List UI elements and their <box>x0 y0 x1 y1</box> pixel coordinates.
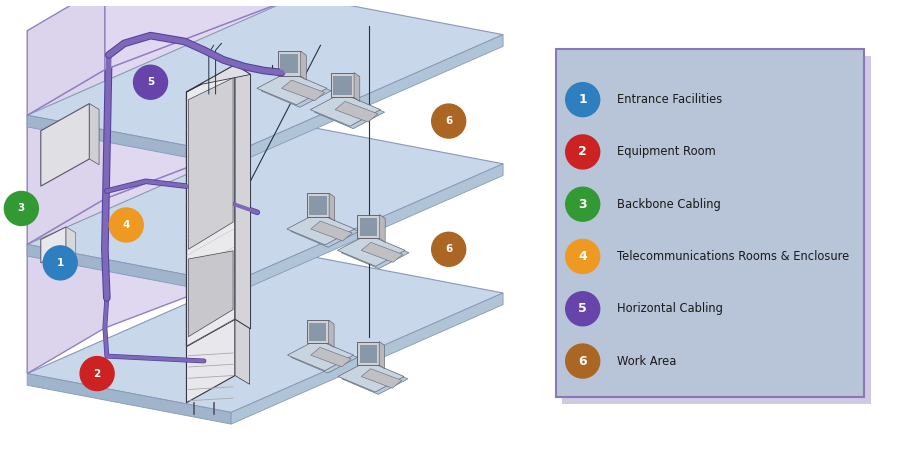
Polygon shape <box>186 65 235 346</box>
Text: 3: 3 <box>18 203 25 213</box>
Polygon shape <box>310 347 351 367</box>
Circle shape <box>432 104 465 138</box>
Polygon shape <box>231 35 503 166</box>
Polygon shape <box>354 72 360 101</box>
Polygon shape <box>27 0 503 154</box>
Polygon shape <box>27 125 503 283</box>
Polygon shape <box>361 369 401 388</box>
Polygon shape <box>27 70 105 244</box>
Polygon shape <box>361 243 402 262</box>
Text: Entrance Facilities: Entrance Facilities <box>616 93 722 106</box>
Circle shape <box>566 292 599 326</box>
Polygon shape <box>27 244 231 295</box>
Text: 3: 3 <box>579 198 587 211</box>
Polygon shape <box>27 374 231 424</box>
Text: 4: 4 <box>579 250 587 263</box>
Circle shape <box>43 246 77 280</box>
Text: Telecommunications Rooms & Enclosure: Telecommunications Rooms & Enclosure <box>616 250 849 263</box>
Circle shape <box>566 344 599 378</box>
Polygon shape <box>287 340 354 371</box>
Polygon shape <box>231 164 503 295</box>
Polygon shape <box>310 323 327 341</box>
Polygon shape <box>310 93 381 126</box>
Text: 4: 4 <box>122 220 130 230</box>
Polygon shape <box>235 65 250 329</box>
Polygon shape <box>40 227 66 263</box>
Polygon shape <box>379 342 384 369</box>
Polygon shape <box>360 345 377 363</box>
Circle shape <box>133 65 167 99</box>
Text: 1: 1 <box>57 258 64 268</box>
Text: Horizontal Cabling: Horizontal Cabling <box>616 302 723 315</box>
Polygon shape <box>329 193 335 221</box>
Polygon shape <box>307 320 328 343</box>
Polygon shape <box>27 0 105 115</box>
Polygon shape <box>291 216 358 248</box>
Polygon shape <box>186 65 250 92</box>
Circle shape <box>109 208 143 242</box>
Circle shape <box>566 83 599 117</box>
Polygon shape <box>188 251 233 337</box>
Text: Equipment Room: Equipment Room <box>616 145 716 158</box>
Polygon shape <box>27 254 503 413</box>
Text: 2: 2 <box>94 369 101 378</box>
Polygon shape <box>360 218 377 236</box>
Polygon shape <box>338 361 404 392</box>
Polygon shape <box>328 320 334 347</box>
Polygon shape <box>314 96 384 129</box>
Text: 6: 6 <box>579 355 587 368</box>
Polygon shape <box>256 72 327 105</box>
Polygon shape <box>27 115 231 166</box>
Polygon shape <box>66 227 76 256</box>
FancyBboxPatch shape <box>555 49 864 397</box>
Polygon shape <box>282 80 325 101</box>
Text: 5: 5 <box>147 77 154 87</box>
Circle shape <box>566 239 599 274</box>
Text: Backbone Cabling: Backbone Cabling <box>616 198 720 211</box>
Polygon shape <box>105 0 299 70</box>
Circle shape <box>80 356 114 391</box>
Polygon shape <box>307 193 329 217</box>
Polygon shape <box>27 199 105 374</box>
Polygon shape <box>335 101 378 122</box>
Polygon shape <box>188 78 233 249</box>
Polygon shape <box>301 51 306 80</box>
Polygon shape <box>105 125 299 328</box>
Polygon shape <box>277 51 301 76</box>
Circle shape <box>566 135 599 169</box>
Polygon shape <box>261 74 331 107</box>
Polygon shape <box>235 319 249 384</box>
Text: 2: 2 <box>579 145 587 158</box>
Polygon shape <box>40 104 89 186</box>
Polygon shape <box>331 72 354 97</box>
Polygon shape <box>186 319 235 403</box>
Polygon shape <box>310 221 352 241</box>
Polygon shape <box>292 342 357 373</box>
Polygon shape <box>310 196 327 215</box>
Polygon shape <box>342 363 408 394</box>
Polygon shape <box>562 56 871 404</box>
Polygon shape <box>338 234 405 266</box>
Text: 6: 6 <box>446 244 453 254</box>
Text: 1: 1 <box>579 93 587 106</box>
Text: Work Area: Work Area <box>616 355 676 368</box>
Circle shape <box>4 192 39 225</box>
Polygon shape <box>105 0 299 199</box>
Polygon shape <box>280 54 298 73</box>
Polygon shape <box>231 293 503 424</box>
Polygon shape <box>341 237 410 269</box>
Polygon shape <box>357 215 380 238</box>
Polygon shape <box>333 76 352 95</box>
Polygon shape <box>357 342 379 365</box>
Text: 6: 6 <box>446 116 453 126</box>
Text: 5: 5 <box>579 302 587 315</box>
Polygon shape <box>287 213 355 245</box>
Polygon shape <box>89 104 99 165</box>
Polygon shape <box>380 215 385 243</box>
Circle shape <box>566 187 599 221</box>
Circle shape <box>432 232 465 266</box>
